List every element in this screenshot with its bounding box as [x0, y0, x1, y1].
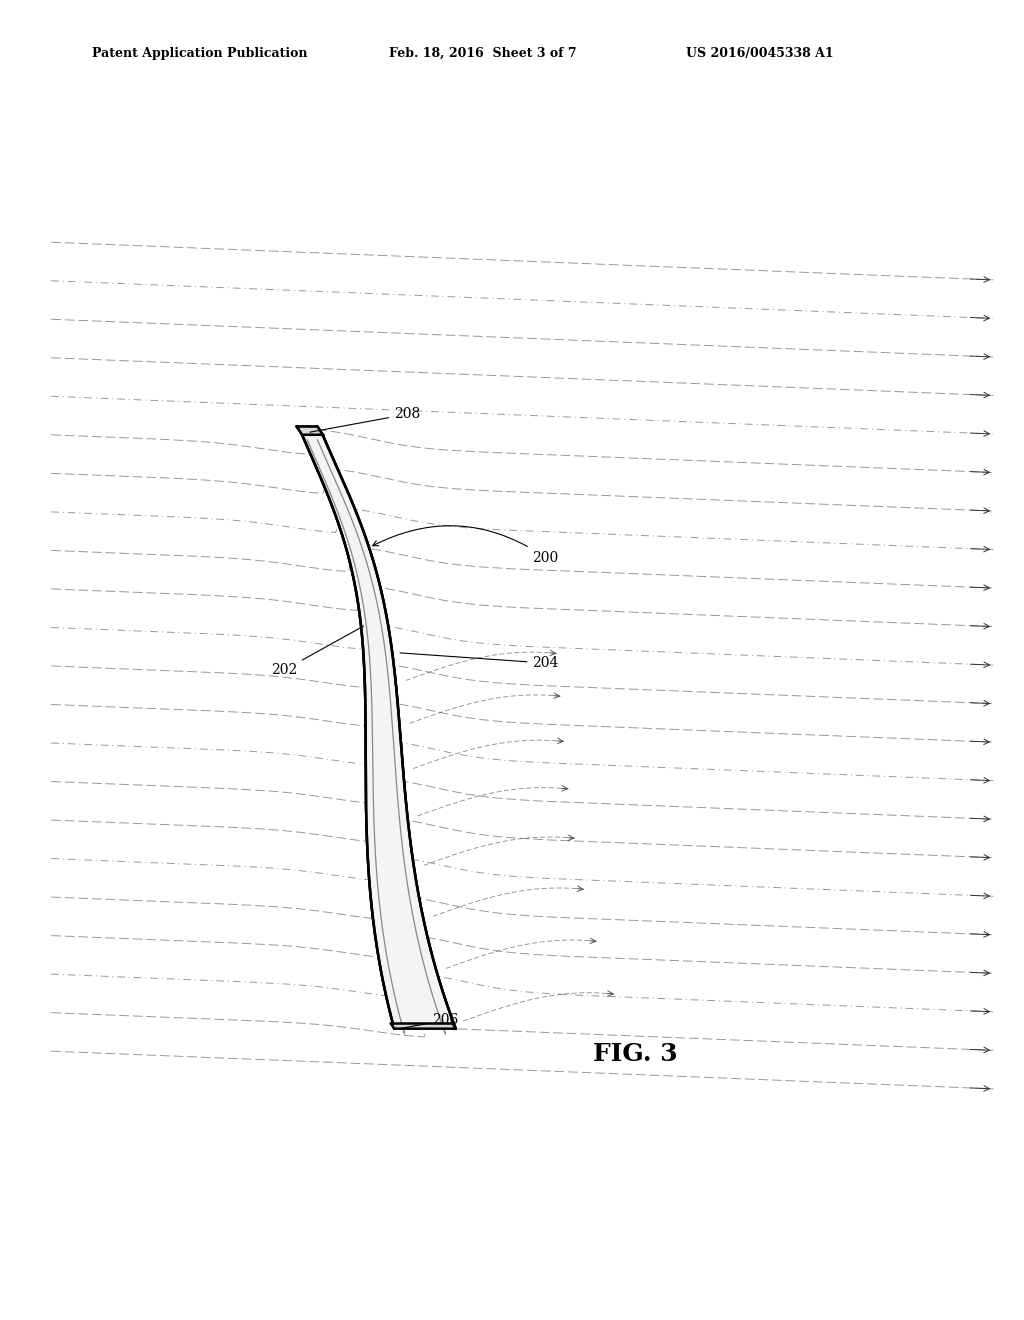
Polygon shape: [302, 434, 456, 1028]
Text: FIG. 3: FIG. 3: [593, 1043, 677, 1067]
Text: Feb. 18, 2016  Sheet 3 of 7: Feb. 18, 2016 Sheet 3 of 7: [389, 46, 577, 59]
Text: Patent Application Publication: Patent Application Publication: [92, 46, 307, 59]
Polygon shape: [297, 426, 323, 434]
Polygon shape: [391, 1023, 456, 1028]
Polygon shape: [297, 426, 323, 434]
Text: 200: 200: [373, 525, 559, 565]
Text: 208: 208: [310, 408, 421, 432]
Polygon shape: [302, 434, 456, 1028]
Text: 202: 202: [270, 626, 364, 677]
Text: US 2016/0045338 A1: US 2016/0045338 A1: [686, 46, 834, 59]
Text: 204: 204: [400, 653, 559, 671]
Text: 206: 206: [402, 1014, 459, 1028]
Polygon shape: [391, 1023, 456, 1028]
